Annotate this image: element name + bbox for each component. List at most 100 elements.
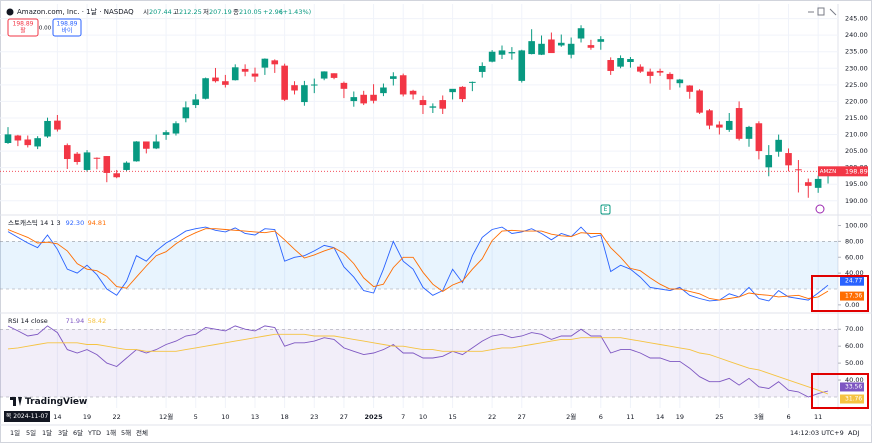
chart-layer: 245.00240.00235.00230.00225.00220.00215.… [0, 15, 868, 421]
y-tick-label: 60.00 [845, 342, 864, 350]
candle-body [370, 94, 377, 101]
candle-body [192, 99, 200, 106]
close-icon[interactable] [829, 8, 837, 16]
x-tick-label: 22 [488, 413, 496, 421]
candle-body [103, 156, 111, 173]
last-value-box [840, 394, 864, 404]
x-tick-label: 25 [715, 413, 723, 421]
earnings-badge[interactable] [600, 204, 611, 215]
candle-body [340, 82, 348, 89]
candle-body [459, 86, 466, 100]
indicator-value: 92.30 [66, 219, 85, 227]
candle-body [202, 78, 209, 99]
y-tick-label: 60.00 [845, 253, 864, 261]
candle-body [222, 81, 229, 85]
sell-label: 팔 [20, 28, 26, 35]
candle-body [429, 106, 437, 108]
candle-body [4, 134, 12, 144]
candle-body [775, 139, 782, 152]
range-button[interactable]: 3달 [58, 429, 68, 437]
candle-body [123, 162, 130, 170]
candle-body [409, 90, 417, 95]
x-tick-label: 19 [83, 413, 91, 421]
symbol-tag-box [818, 166, 838, 177]
candle-body [656, 70, 664, 73]
candle-body [212, 77, 219, 82]
candle-body [617, 58, 624, 67]
y-tick-label: 190.00 [845, 197, 868, 205]
dividend-icon[interactable] [815, 204, 825, 214]
ohlc-value: 212.25 [179, 8, 202, 16]
buy-button[interactable] [52, 18, 82, 37]
symbol-icon [6, 8, 14, 16]
candle-body [469, 81, 476, 83]
x-tick-label: 19 [676, 413, 684, 421]
indicator-line [7, 228, 829, 301]
candle-body [399, 75, 407, 95]
logo-mark [10, 397, 22, 406]
last-value: 24.77 [845, 278, 862, 285]
candle-body [627, 59, 634, 63]
candle-body [557, 42, 565, 46]
candle-body [231, 67, 239, 81]
ohlc-value: 210.05 [239, 8, 262, 16]
candle-body [518, 50, 526, 81]
candle-body [182, 107, 190, 119]
range-button[interactable]: 6달 [73, 429, 83, 437]
candle-body [745, 126, 753, 139]
crosshair-date: 목 2024-11-07 [6, 413, 48, 420]
last-value: 33.56 [845, 383, 862, 390]
highlight-box [811, 373, 869, 409]
candle-body [706, 110, 713, 126]
range-button[interactable]: 전체 [136, 428, 148, 437]
x-tick-label: 14 [656, 413, 664, 421]
candle-body [330, 73, 338, 78]
range-button[interactable]: 5일 [26, 428, 36, 437]
candle-body [795, 169, 802, 171]
candle-body [241, 68, 249, 72]
candle-body [63, 145, 71, 160]
last-value: 31.76 [845, 396, 862, 403]
candle-body [172, 123, 180, 134]
y-tick-label: 80.00 [845, 237, 864, 245]
sell-button[interactable] [7, 18, 39, 37]
x-tick-label: 12월 [159, 412, 173, 421]
ohlc-value: 207.19 [209, 8, 232, 16]
candle-body [281, 65, 288, 100]
symbol-tag: AMZN [820, 169, 836, 175]
candle-body [735, 108, 743, 139]
y-tick-label: 235.00 [845, 48, 868, 56]
spread: 0.00 [39, 26, 52, 32]
candle-body [310, 84, 318, 86]
ohlc-label: 고 [173, 8, 179, 16]
range-button[interactable]: 1달 [42, 429, 52, 437]
adj-toggle[interactable]: ADJ [848, 429, 859, 437]
range-button[interactable]: 1일 [10, 428, 20, 437]
maximize-icon[interactable] [817, 7, 825, 16]
range-button[interactable]: 5해 [121, 428, 131, 437]
candle-body [133, 141, 140, 162]
candle-body [291, 85, 298, 91]
ohlc-legend: 시 207.44 고 212.25 저 207.19 종 210.05 +2.96(+1.43%… [143, 7, 311, 16]
earnings-label: E [604, 206, 608, 213]
range-toolbar: 1일 5일 1달 3달 6달 YTD 1해 5해 전체 [10, 428, 148, 437]
candle-body [34, 138, 41, 147]
last-price-box [838, 166, 868, 177]
symbol-title: Amazon.com, Inc. · 1날 · NASDAQ [17, 7, 134, 16]
candle-body [93, 157, 101, 159]
clock: 14:12:03 UTC+9 [790, 429, 844, 437]
candle-body [73, 153, 81, 163]
change-pct: (+1.43%) [280, 8, 311, 16]
ohlc-label: 저 [203, 7, 209, 16]
x-tick-label: 7 [401, 413, 405, 421]
candle-body [755, 123, 763, 152]
candle-body [478, 65, 486, 72]
candle-body [301, 85, 308, 103]
candle-body [716, 124, 723, 128]
range-button[interactable]: YTD [87, 429, 101, 437]
ohlc-value: 207.44 [149, 8, 172, 16]
x-tick-label: 10 [419, 413, 427, 421]
range-button[interactable]: 1해 [106, 428, 116, 437]
candle-body [83, 152, 91, 170]
